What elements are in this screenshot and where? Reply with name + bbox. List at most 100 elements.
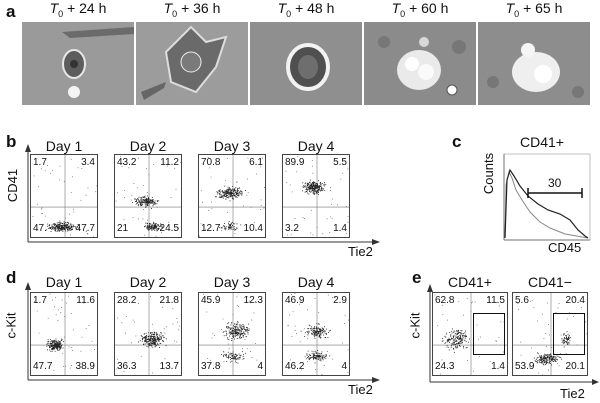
quadrant-ll: 36.3	[117, 361, 137, 372]
quadrant-ur: 6.1	[249, 157, 263, 168]
quadrant-ll: 47.	[33, 223, 47, 234]
panel-c-title: CD41+	[520, 134, 564, 150]
panel-b-day3-title: Day 3	[213, 138, 251, 154]
panel-d-day3-title: Day 3	[213, 274, 251, 290]
event-dots	[516, 297, 587, 375]
quadrant-ul: 28.2	[117, 295, 137, 306]
panel-d-ylabel: c-Kit	[3, 312, 19, 339]
quadrant-ll: 53.9	[515, 361, 535, 372]
quadrant-ll: 12.7	[201, 223, 221, 234]
micrograph-title-4: T0 + 60 h	[391, 0, 449, 19]
event-dots	[203, 293, 260, 367]
micrograph-2	[136, 22, 248, 105]
micrograph-title-5: T0 + 65 h	[505, 0, 563, 19]
quadrant-ur: 21.8	[159, 295, 179, 306]
quadrant-lr: 10.4	[243, 223, 263, 234]
event-dots	[34, 293, 95, 371]
panel-a-label: a	[6, 2, 16, 21]
panel-b-day2-title: Day 2	[129, 138, 167, 154]
quadrant-ur: 11.2	[160, 157, 179, 168]
panel-d-xlabel: Tie2	[348, 382, 373, 397]
quadrant-ul: 89.9	[285, 157, 305, 168]
scatter	[433, 293, 507, 375]
quadrant-lr: 1.4	[333, 223, 347, 234]
gate-box	[473, 313, 505, 355]
quadrant-lr: 4	[257, 361, 263, 372]
panel-e-plot1-title: CD41+	[448, 274, 492, 290]
quadrant-ll: 47.7	[33, 361, 53, 372]
quadrant-ul: 46.9	[285, 295, 305, 306]
quadrant-ur: 12.3	[243, 295, 263, 306]
panel-c-gate-value: 30	[548, 176, 562, 190]
scatter	[31, 155, 97, 237]
quadrant-ur: 11.6	[76, 295, 95, 306]
quadrant-ll: 24.3	[435, 361, 455, 372]
micrograph-3	[250, 22, 362, 105]
scatter	[199, 293, 265, 375]
panel-b-day4-title: Day 4	[297, 138, 335, 154]
quadrant-ul: 5.6	[515, 295, 529, 306]
panel-d-day3-plot: 45.9 12.3 37.8 4	[198, 292, 266, 376]
scatter	[283, 293, 349, 375]
scatter	[31, 293, 97, 375]
event-dots	[434, 294, 505, 375]
panel-c-xlabel: CD45	[548, 240, 582, 255]
panel-e-ylabel: c-Kit	[407, 312, 423, 339]
panel-b-day1-plot: 1.7 3.4 47. 47.7	[30, 154, 98, 238]
event-dots	[32, 158, 97, 237]
panel-d-day4-title: Day 4	[297, 274, 335, 290]
panel-d-day2-title: Day 2	[129, 274, 167, 290]
panel-e-label: e	[412, 268, 422, 287]
panel-d-day2-plot: 28.2 21.8 36.3 13.7	[114, 292, 182, 376]
panel-b-day1-title: Day 1	[45, 138, 83, 154]
panel-c-label: c	[452, 132, 462, 151]
quadrant-ul: 1.7	[33, 295, 47, 306]
quadrant-ur: 3.4	[81, 157, 95, 168]
scatter	[115, 155, 181, 237]
gate-box	[553, 313, 585, 355]
quadrant-lr: 47.7	[75, 223, 95, 234]
quadrant-ul: 45.9	[201, 295, 221, 306]
panel-b-ylabel: CD41	[5, 168, 21, 203]
quadrant-ur: 11.5	[486, 295, 505, 306]
micrograph-title-1: T0 + 24 h	[49, 0, 107, 19]
quadrant-ul: 43.2	[117, 157, 137, 168]
quadrant-lr: 38.9	[75, 361, 95, 372]
quadrant-ll: 37.8	[201, 361, 221, 372]
scatter	[513, 293, 587, 375]
panel-b-label: b	[6, 132, 17, 151]
quadrant-ur: 5.5	[333, 157, 347, 168]
event-dots	[115, 155, 181, 237]
micrograph-title-2: T0 + 36 h	[163, 0, 221, 19]
quadrant-lr: 24.5	[159, 223, 179, 234]
panel-b-day4-plot: 89.9 5.5 3.2 1.4	[282, 154, 350, 238]
quadrant-lr: 1.4	[491, 361, 505, 372]
event-dots	[285, 156, 349, 236]
panel-d-day4-plot: 46.9 2.9 46.2 4	[282, 292, 350, 376]
quadrant-ur: 2.9	[333, 295, 347, 306]
panel-e-plot2: 5.6 20.4 53.9 20.1	[512, 292, 588, 376]
panel-d-day1-plot: 1.7 11.6 47.7 38.9	[30, 292, 98, 376]
quadrant-ll: 3.2	[285, 223, 299, 234]
panel-d-day1-title: Day 1	[45, 274, 83, 290]
event-dots	[199, 157, 265, 237]
scatter	[115, 293, 181, 375]
quadrant-ur: 20.4	[565, 295, 585, 306]
quadrant-ul: 1.7	[33, 157, 47, 168]
quadrant-ul: 70.8	[201, 157, 221, 168]
scatter	[199, 155, 265, 237]
panel-b-day2-plot: 43.2 11.2 21 24.5	[114, 154, 182, 238]
panel-e-plot1: 62.8 11.5 24.3 1.4	[432, 292, 508, 376]
panel-e-xlabel: Tie2	[560, 386, 585, 401]
micrograph-1	[22, 22, 134, 105]
micrograph-5	[478, 22, 590, 105]
quadrant-lr: 4	[341, 361, 347, 372]
panel-d-label: d	[6, 268, 17, 287]
micrograph-4	[364, 22, 476, 105]
quadrant-lr: 13.7	[159, 361, 179, 372]
scatter	[283, 155, 349, 237]
quadrant-lr: 20.1	[565, 361, 585, 372]
panel-c-ylabel: Counts	[481, 152, 497, 195]
panel-b-day3-plot: 70.8 6.1 12.7 10.4	[198, 154, 266, 238]
event-dots	[285, 293, 349, 375]
